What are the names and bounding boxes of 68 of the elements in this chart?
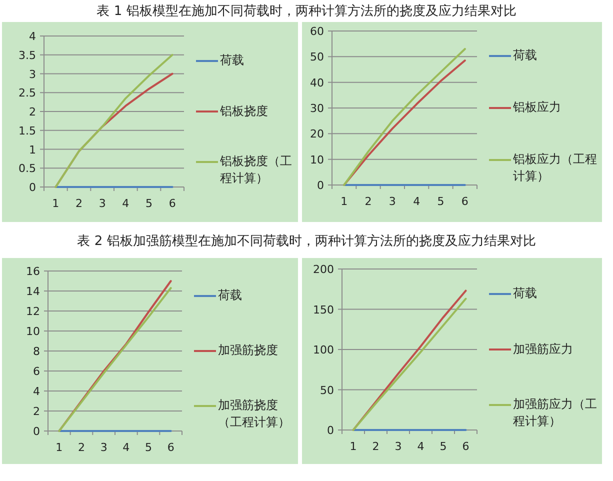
text: 表 2 铝板加强筋模型在施加不同荷载时，两种计算方法所的挠度及应力结果对比 [76, 233, 537, 250]
x-tick-label: 4 [413, 195, 420, 208]
y-tick-label: 20 [310, 128, 324, 141]
y-tick-label: 0 [317, 179, 324, 192]
legend-label: 铝板应力（工程计算） [513, 151, 598, 185]
y-tick-label: 0 [29, 181, 36, 194]
x-tick-label: 5 [440, 440, 447, 453]
y-tick-label: 50 [320, 384, 334, 397]
x-tick-label: 4 [122, 441, 130, 454]
legend-label: 加强筋挠度 [218, 342, 279, 359]
y-tick-label: 3.5 [18, 48, 36, 62]
x-tick-label: 1 [52, 197, 60, 210]
legend-label: 荷载 [218, 287, 243, 304]
x-tick-label: 3 [100, 441, 108, 454]
legend-label: 加强筋应力 [513, 340, 574, 358]
y-tick-label: 30 [310, 102, 324, 115]
y-tick-label: 1.5 [18, 124, 36, 138]
x-tick-label: 2 [76, 197, 82, 210]
x-tick-label: 2 [364, 195, 372, 208]
x-tick-label: 4 [417, 440, 424, 453]
x-tick-label: 6 [461, 195, 468, 208]
y-tick-label: 50 [310, 50, 324, 64]
y-tick-label: 14 [26, 285, 40, 298]
x-tick-label: 2 [78, 441, 85, 454]
x-tick-label: 1 [340, 195, 348, 208]
y-tick-label: 0.5 [18, 162, 36, 176]
legend-label: 加强筋挠度（工程计算） [218, 397, 291, 431]
y-tick-label: 200 [313, 263, 334, 276]
y-tick-label: 40 [310, 76, 324, 90]
x-tick-label: 1 [56, 441, 63, 454]
x-tick-label: 4 [122, 197, 130, 210]
legend-label: 铝板挠度 [220, 102, 269, 120]
legend-label: 铝板挠度（工程计算） [220, 153, 293, 187]
y-tick-label: 16 [26, 265, 40, 278]
y-tick-label: 10 [310, 153, 324, 166]
y-tick-label: 0 [327, 424, 334, 437]
y-tick-label: 60 [310, 25, 324, 38]
x-tick-label: 3 [98, 197, 106, 210]
x-tick-label: 5 [146, 197, 152, 210]
y-tick-label: 4 [33, 385, 40, 398]
y-tick-label: 1 [29, 143, 36, 156]
y-tick-label: 4 [29, 30, 36, 43]
x-tick-label: 5 [437, 195, 444, 208]
y-tick-label: 2 [33, 405, 40, 418]
legend-label: 加强筋应力（工程计算） [513, 396, 598, 430]
y-tick-label: 10 [26, 325, 40, 338]
y-tick-label: 3 [29, 68, 36, 81]
x-tick-label: 6 [167, 441, 174, 454]
legend-label: 铝板应力 [513, 99, 562, 116]
y-tick-label: 12 [26, 305, 40, 318]
x-tick-label: 3 [394, 440, 402, 453]
y-tick-label: 100 [313, 344, 334, 356]
y-tick-label: 0 [33, 425, 40, 438]
y-tick-label: 2 [29, 106, 36, 118]
x-tick-label: 6 [168, 197, 176, 210]
legend-label: 荷载 [513, 285, 538, 302]
legend-label: 荷载 [220, 52, 245, 69]
y-tick-label: 150 [313, 303, 334, 316]
x-tick-label: 6 [462, 440, 470, 453]
y-tick-label: 8 [33, 345, 40, 358]
x-tick-label: 2 [372, 440, 380, 453]
y-tick-label: 2.5 [18, 86, 36, 100]
legend-label: 荷载 [513, 47, 538, 64]
text: 表 1 铝板模型在施加不同荷载时，两种计算方法所的挠度及应力结果对比 [96, 3, 518, 20]
x-tick-label: 1 [350, 440, 357, 453]
x-tick-label: 3 [388, 195, 396, 208]
y-tick-label: 6 [33, 365, 40, 378]
x-tick-label: 5 [145, 441, 152, 454]
